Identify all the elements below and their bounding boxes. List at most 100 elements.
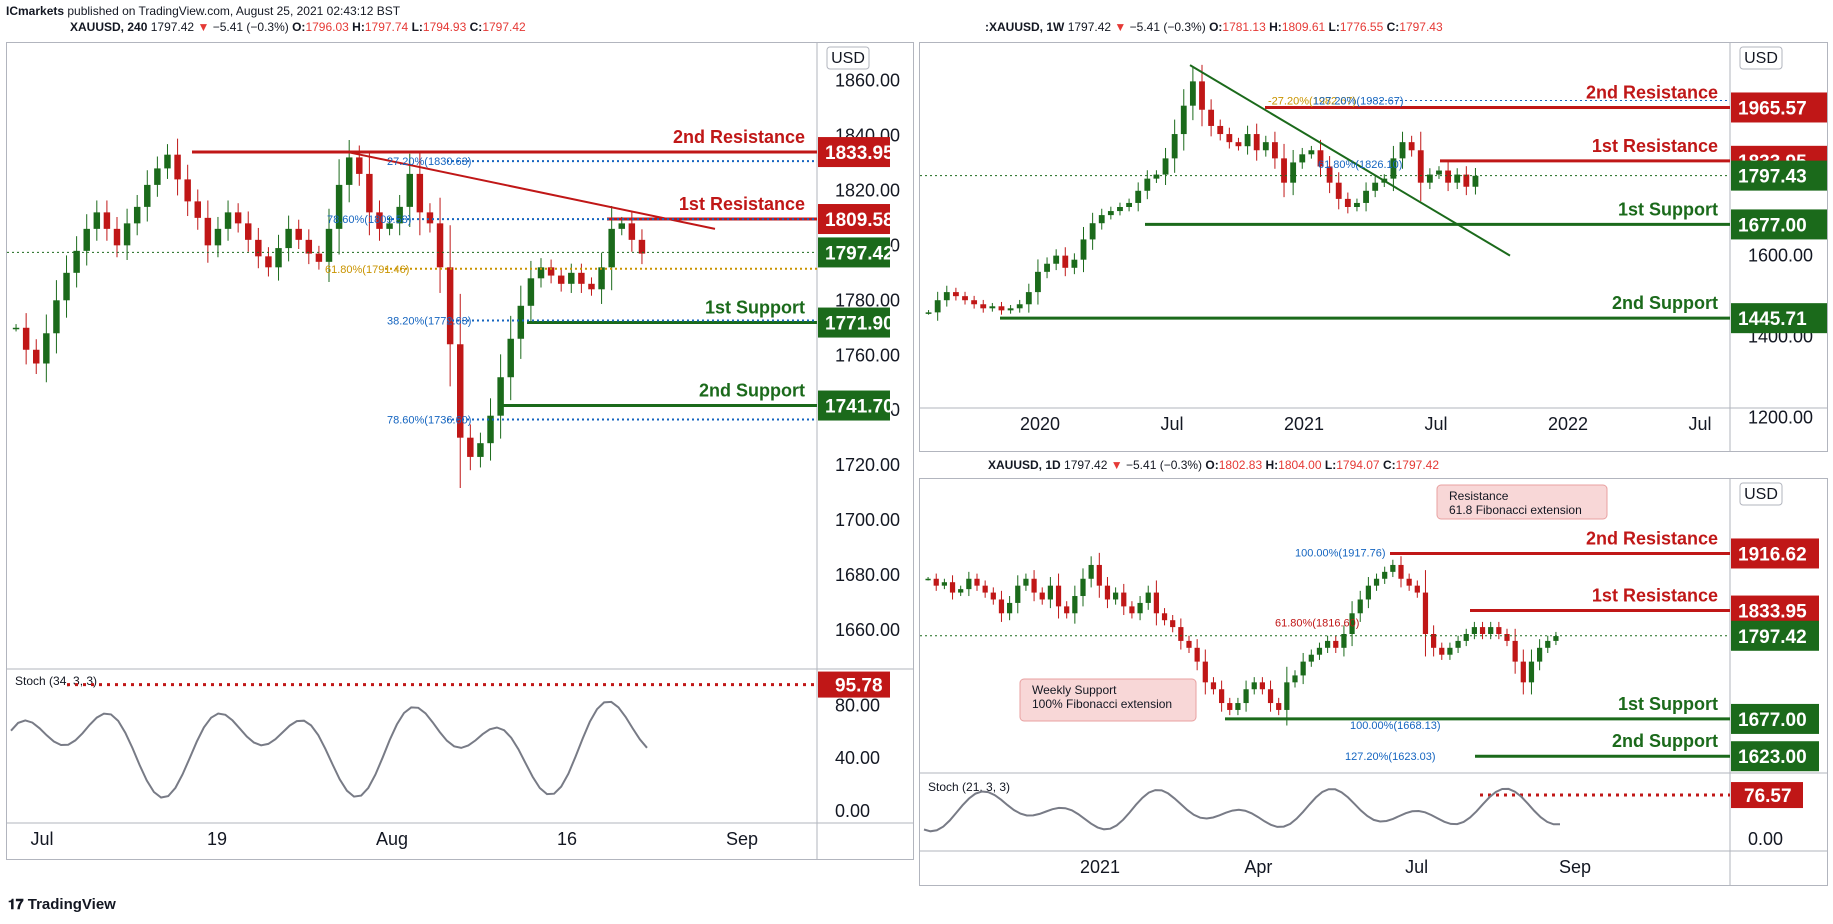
candle-body [103, 212, 111, 229]
candle-body [446, 267, 454, 345]
candle-body [1137, 602, 1143, 614]
candle-body [285, 228, 292, 249]
h4-high: 1797.74 [364, 20, 409, 34]
candle-body [1053, 255, 1060, 264]
candle-body [396, 206, 403, 224]
candle-body [971, 300, 978, 305]
fib-label: 127.20%(1982.67) [1313, 96, 1404, 108]
h4-chart-panel[interactable]: USD1860.001840.001820.001800.001780.0017… [6, 42, 914, 860]
candle-body [1284, 682, 1290, 710]
y-tick-label: 1660.00 [835, 620, 900, 640]
candle-body [144, 184, 151, 207]
price-tag [1731, 703, 1819, 734]
x-tick-label: Jul [1160, 414, 1183, 434]
candle-body [943, 292, 950, 301]
price-tag [1731, 92, 1827, 123]
candle-body [366, 173, 373, 213]
support-label: 2nd Support [699, 381, 805, 401]
candle-body [1512, 640, 1518, 662]
price-tag-value: 1771.90 [825, 314, 894, 335]
candle-body [1144, 178, 1151, 191]
candle-body [265, 256, 272, 268]
candle-body [1372, 182, 1379, 191]
candle-body [22, 327, 30, 350]
price-tag [818, 390, 890, 421]
candle-body [966, 578, 972, 590]
d1-header: XAUUSD, 1D 1797.42 ▼ −5.41 (−0.3%) O:180… [988, 458, 1440, 472]
fib-label: 61.80%(1826.10) [1318, 159, 1402, 171]
candle-body [507, 338, 514, 378]
candle-body [1445, 170, 1452, 183]
price-tag-value: 1965.57 [1738, 98, 1807, 119]
d1-low: 1794.07 [1336, 458, 1380, 472]
callout-box [1436, 484, 1608, 520]
candle-body [1064, 606, 1070, 614]
candle-body [982, 585, 988, 593]
h4-symbol: XAUUSD, 240 [70, 20, 148, 34]
resistance-label: 1st Resistance [1592, 136, 1718, 156]
candle-body [608, 228, 615, 268]
candle-body [1365, 585, 1371, 600]
candle-body [1272, 142, 1278, 159]
candle-body [517, 305, 525, 339]
candle-body [53, 300, 60, 334]
h4-low: 1794.93 [422, 20, 467, 34]
w1-chart-panel[interactable]: USD 1600.00 1400.00 1200.00 2020 Jul 2021 Jul 20… [919, 42, 1828, 452]
d1-chart-panel[interactable]: USD 2021 Apr Jul Sep 2nd Resistance 1916.62 1st… [919, 478, 1828, 886]
callout-line-2: 100% Fibonacci extension [1032, 697, 1172, 711]
candle-body [1299, 154, 1306, 163]
d1-symbol: XAUUSD, 1D [988, 458, 1061, 472]
candle-body [487, 415, 494, 444]
candle-body [1422, 592, 1429, 634]
candle-body [1023, 578, 1029, 586]
candle-body [1162, 158, 1169, 175]
w1-last: 1797.42 [1067, 20, 1112, 34]
price-tag-value: 1797.43 [1738, 167, 1807, 188]
callout-box [1019, 678, 1197, 722]
candle-body [990, 592, 996, 600]
candle-body [1454, 174, 1461, 183]
candle-body [1153, 174, 1160, 179]
fib-label: 100.00%(1668.13) [1350, 720, 1441, 732]
candle-body [1098, 215, 1105, 224]
candle-body [1062, 255, 1069, 268]
price-tag [818, 307, 890, 338]
stoch-tag [818, 671, 890, 698]
w1-close: 1797.43 [1399, 20, 1443, 34]
candle-body [1080, 578, 1086, 597]
candle-body [1153, 592, 1159, 614]
fib-label: 127.20%(1623.03) [1345, 751, 1436, 763]
tradingview-logo[interactable]: 𝟏𝟕 TradingView [8, 896, 116, 913]
candle-body [1088, 564, 1094, 579]
candle-body [1219, 689, 1225, 704]
w1-header: :XAUUSD, 1W 1797.42 ▼ −5.41 (−0.3%) O:17… [985, 20, 1443, 34]
candle-body [1382, 571, 1388, 579]
currency-box [826, 46, 870, 70]
candle-body [1217, 125, 1224, 135]
candle-body [1170, 620, 1176, 628]
candle-body [1344, 198, 1351, 207]
fib-label: 61.80%(1816.60) [1275, 618, 1359, 630]
stoch-tag [1731, 782, 1803, 809]
indicator-name: Stoch (21, 3, 3) [928, 780, 1010, 794]
candle-body [1553, 636, 1559, 641]
currency-box [1739, 46, 1783, 70]
y-tick-label: 1760.00 [835, 345, 900, 365]
callout-line-1: Resistance [1449, 489, 1509, 503]
candle-body [628, 223, 636, 240]
candle-body [618, 223, 625, 229]
candle-body [1072, 596, 1078, 614]
candle-body [457, 344, 464, 438]
candle-body [1439, 647, 1445, 655]
candle-body [1007, 602, 1013, 614]
candle-body [998, 306, 1005, 311]
currency-label: USD [1744, 50, 1778, 67]
candle-body [1243, 689, 1249, 704]
price-tag-value: 1677.00 [1738, 215, 1807, 236]
support-label: 2nd Support [1612, 293, 1718, 313]
candle-body [164, 154, 171, 169]
x-tick-label: Sep [1559, 857, 1591, 877]
candle-body [1015, 585, 1021, 603]
candle-body [1426, 174, 1433, 183]
y-tick-label: 1720.00 [835, 455, 900, 475]
